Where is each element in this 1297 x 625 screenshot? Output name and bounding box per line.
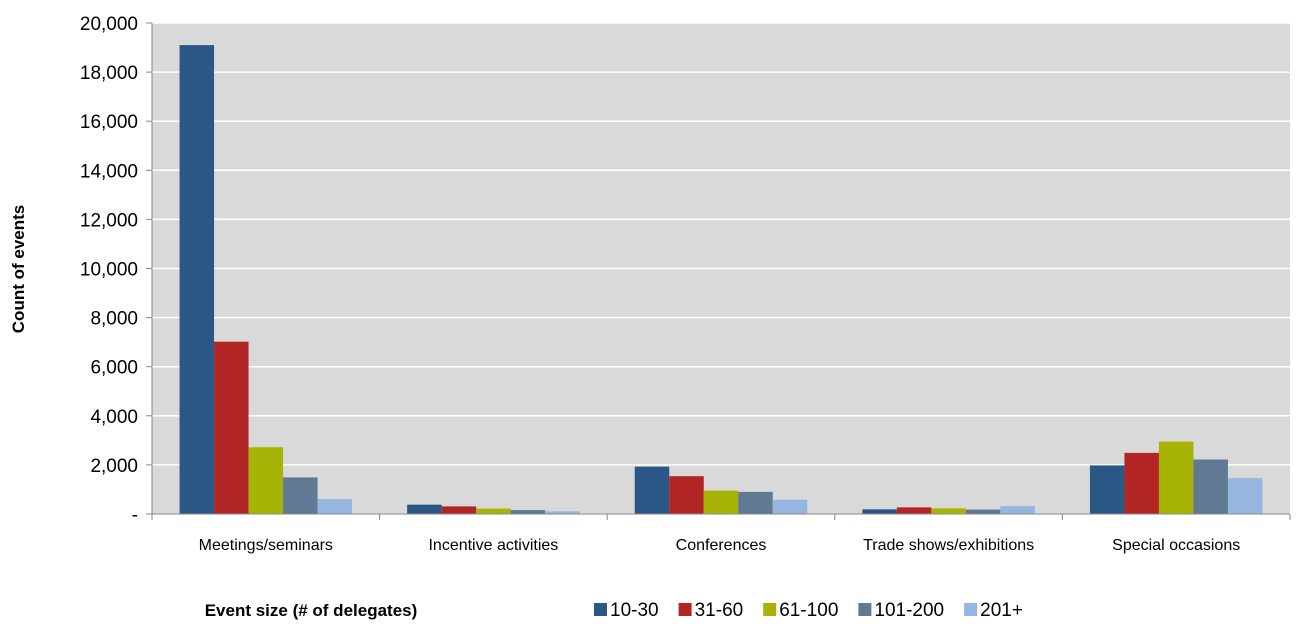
y-tick-label: 18,000 [80,63,138,84]
bar-61100-4 [1158,441,1194,514]
bar-1030-3 [862,509,897,514]
y-axis-title: Count of events [9,205,28,333]
x-category-labels: Meetings/seminars Incentive activities Con… [199,537,1241,554]
bar-1030-0 [179,45,215,514]
legend-label: 61-100 [779,600,838,621]
bar-101200-1 [510,510,546,514]
y-tick-label: 4,000 [90,407,138,428]
bar-3160-3 [896,507,932,514]
legend-swatch [594,603,607,616]
bar-1030-2 [634,466,670,514]
legend-label: 31-60 [695,600,744,621]
bar-201-0 [317,499,353,514]
x-axis-title: Event size (# of delegates) [205,601,418,620]
legend: 10-30 31-60 61-100 101-200 201+ [594,600,1023,621]
bar-61100-2 [703,490,739,514]
bar-3160-0 [214,341,249,514]
y-tick-label: 8,000 [90,309,138,330]
legend-label: 10-30 [610,600,659,621]
y-tick-label: 2,000 [90,456,138,477]
legend-swatch [678,603,692,616]
gridlines [152,22,1290,466]
bar-201-2 [772,499,808,514]
bar-101200-2 [738,491,773,514]
bar-101200-0 [283,477,318,514]
y-tick-label: 10,000 [80,260,138,281]
y-tick-label: - [132,505,138,526]
legend-swatch [763,603,777,616]
x-category-label: Trade shows/exhibitions [863,537,1034,554]
bar-3160-2 [669,476,704,514]
y-tick-label: 20,000 [80,14,138,35]
legend-swatch [964,603,978,616]
y-tick-label: 14,000 [80,161,138,182]
axes [146,22,1291,520]
bar-3160-4 [1124,452,1159,514]
legend-swatch [858,603,872,616]
bar-201-4 [1227,478,1263,514]
bar-1030-4 [1089,465,1125,514]
bar-201-1 [545,511,580,514]
y-tick-label: 16,000 [80,112,138,133]
legend-label: 201+ [980,600,1023,621]
bars [179,45,1263,514]
bar-61100-0 [248,447,284,514]
y-tick-label: 6,000 [90,358,138,379]
x-category-label: Meetings/seminars [199,537,333,554]
x-category-label: Incentive activities [428,537,558,554]
bar-201-3 [1000,506,1035,514]
x-category-label: Conferences [676,537,767,554]
y-tick-label: 12,000 [80,210,138,231]
bar-61100-1 [476,508,511,514]
x-category-label: Special occasions [1112,537,1240,554]
legend-label: 101-200 [874,600,944,621]
bar-101200-3 [965,509,1001,514]
bar-101200-4 [1193,459,1228,514]
y-tick-labels: - 2,000 4,000 6,000 8,000 10,000 12,000 14,000 1… [80,14,138,526]
bar-61100-3 [931,508,966,514]
bar-3160-1 [441,506,477,514]
bar-1030-1 [407,504,442,514]
